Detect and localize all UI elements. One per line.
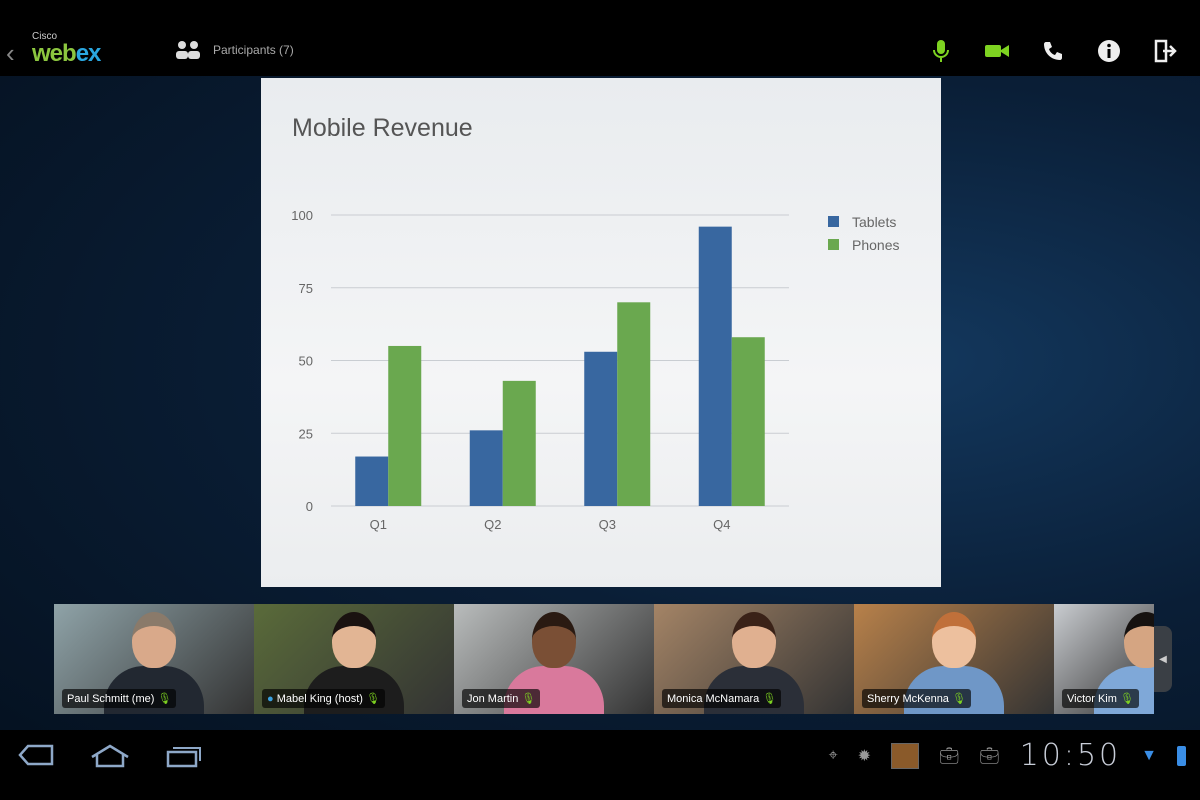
x-tick-label: Q4 [713, 517, 730, 532]
participant-name-label: Jon Martin 🎙︎ [462, 689, 541, 708]
webex-logo: Cisco webex [32, 31, 102, 67]
mic-icon: 🎙︎ [1119, 693, 1134, 705]
participant-face [1124, 612, 1154, 668]
legend-label: Phones [852, 237, 899, 253]
back-icon[interactable]: ‹ [6, 38, 15, 68]
x-tick-label: Q3 [599, 517, 616, 532]
participant-tile[interactable]: ● Mabel King (host) 🎙︎ [254, 604, 454, 714]
participant-face [132, 612, 176, 668]
legend-swatch [828, 216, 839, 227]
legend-swatch [828, 239, 839, 250]
shared-slide: Mobile Revenue 0 25 50 75 100 Q1 Q2 Q3 Q4 Tablets… [261, 78, 941, 587]
bar-phones-q2 [502, 380, 536, 506]
participant-tile[interactable]: Victor Kim 🎙︎ [1054, 604, 1154, 714]
participant-face [732, 612, 776, 668]
globe-icon: ● [267, 693, 274, 705]
legend-label: Tablets [852, 214, 896, 230]
briefcase-check-icon: 💼︎ [939, 747, 960, 765]
bar-phones-q1 [388, 345, 422, 506]
gps-icon: ⌖ [828, 746, 838, 764]
participant-tile[interactable]: Paul Schmitt (me) 🎙︎ [54, 604, 254, 714]
participant-name-label: Sherry McKenna 🎙︎ [862, 689, 971, 708]
bar-tablets-q4 [698, 226, 732, 506]
y-tick-label: 50 [299, 354, 313, 369]
bar-tablets-q3 [584, 351, 618, 506]
participant-face [932, 612, 976, 668]
system-navigation-bar: ⌖ ✹ 💼︎ 💼︎ 10:50 ▼ [0, 730, 1200, 800]
notification-thumbnail-icon[interactable] [891, 742, 920, 769]
logo-cisco: Cisco [32, 31, 58, 42]
y-tick-label: 75 [299, 281, 313, 296]
bar-phones-q3 [617, 302, 651, 506]
participant-face [532, 612, 576, 668]
participant-name-label: Monica McNamara 🎙︎ [662, 689, 782, 708]
participant-video-strip: Paul Schmitt (me) 🎙︎ ● Mabel King (host)… [54, 604, 1154, 714]
mic-icon: 🎙︎ [952, 693, 966, 705]
participant-name: Monica McNamara [667, 693, 760, 705]
collapse-strip-button[interactable]: ◀ [1154, 626, 1172, 692]
mic-icon: 🎙︎ [521, 693, 536, 705]
participant-tile[interactable]: Jon Martin 🎙︎ [454, 604, 654, 714]
logo-web: web [32, 40, 77, 67]
briefcase-check-icon-2: 💼︎ [979, 747, 1000, 765]
battery-icon [1177, 745, 1186, 766]
bar-tablets-q1 [355, 456, 389, 506]
mic-icon: 🎙︎ [366, 693, 380, 705]
wifi-icon: ▼ [1141, 746, 1157, 764]
mic-icon: 🎙︎ [762, 693, 777, 705]
people-icon [176, 41, 200, 59]
mic-icon: 🎙︎ [157, 693, 172, 705]
slide-title: Mobile Revenue [292, 114, 473, 142]
participant-name: Victor Kim [1067, 693, 1117, 705]
participant-name: Paul Schmitt (me) [67, 693, 155, 705]
participant-name-label: ● Mabel King (host) 🎙︎ [262, 689, 385, 708]
clock: 10:50 [1019, 738, 1122, 773]
debug-icon: ✹ [857, 747, 872, 765]
recent-apps-icon[interactable] [166, 744, 202, 775]
top-margin [0, 0, 1200, 26]
participant-name: Sherry McKenna [867, 693, 949, 705]
x-tick-label: Q1 [370, 517, 387, 532]
x-tick-label: Q2 [484, 517, 501, 532]
logo-ex: ex [75, 40, 102, 67]
participant-name: Mabel King (host) [276, 693, 363, 705]
participant-tile[interactable]: Sherry McKenna 🎙︎ [854, 604, 1054, 714]
video-camera-icon[interactable] [984, 38, 1010, 64]
y-tick-label: 0 [306, 499, 313, 514]
bar-tablets-q2 [469, 430, 503, 506]
participant-name-label: Victor Kim 🎙︎ [1062, 689, 1139, 708]
home-nav-icon[interactable] [90, 744, 130, 775]
logo-webex: webex [32, 40, 102, 67]
y-tick-label: 100 [291, 208, 313, 223]
microphone-icon[interactable] [928, 38, 954, 64]
participant-face [332, 612, 376, 668]
back-nav-icon[interactable] [18, 744, 54, 773]
phone-icon[interactable] [1040, 38, 1066, 64]
leave-icon[interactable] [1152, 38, 1178, 64]
bar-phones-q4 [731, 337, 765, 506]
participants-button[interactable]: Participants (7) [175, 40, 294, 60]
bar-chart: 0 25 50 75 100 Q1 Q2 Q3 Q4 Tablets Phones [291, 208, 899, 532]
top-toolbar: ‹ Cisco webex Participants (7) [0, 26, 1200, 76]
y-tick-label: 25 [299, 426, 313, 441]
participant-name: Jon Martin [467, 693, 519, 705]
participants-label: Participants (7) [213, 43, 294, 57]
participant-tile[interactable]: Monica McNamara 🎙︎ [654, 604, 854, 714]
info-icon[interactable] [1096, 38, 1122, 64]
participant-name-label: Paul Schmitt (me) 🎙︎ [62, 689, 177, 708]
